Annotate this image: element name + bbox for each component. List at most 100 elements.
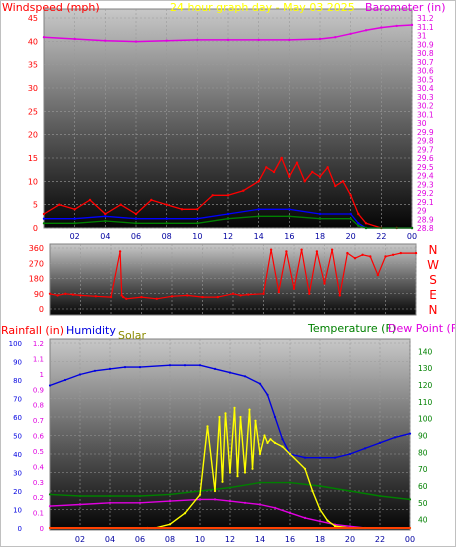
humidity-point <box>198 364 202 367</box>
barometer-point <box>349 32 352 35</box>
barometer-tick-label: 30.1 <box>417 110 434 119</box>
dewpoint-point <box>303 516 307 520</box>
direction-point <box>369 255 372 258</box>
barometer-point <box>364 29 368 32</box>
barometer-tick-label: 30.2 <box>417 102 434 111</box>
barometer-point <box>104 39 107 42</box>
solar-point <box>266 441 269 444</box>
rainfall-point <box>408 526 412 530</box>
panel3-x-tick-label: 10 <box>195 535 205 544</box>
direction-point <box>414 251 418 255</box>
gust-point <box>88 198 92 202</box>
panel1-left-axis: 0 5 10 15 20 25 30 35 40 45 <box>28 14 38 233</box>
green-point <box>288 215 291 218</box>
direction-point <box>170 295 174 298</box>
dewpoint-axis-title: Dew Point (F) <box>388 322 456 335</box>
direction-point <box>56 294 59 297</box>
panel3-x-tick-label: 22 <box>375 535 385 544</box>
direction-tick-label: 0 <box>39 305 44 314</box>
panel3-x-tick-label: 02 <box>75 535 85 544</box>
barometer-tick-label: 29.2 <box>417 189 434 198</box>
temperature-point <box>258 481 262 484</box>
barometer-tick-label: 29.4 <box>417 172 434 181</box>
green-point <box>134 222 138 225</box>
solar-point <box>218 415 221 419</box>
direction-point <box>399 251 402 255</box>
dewpoint-point <box>258 503 262 506</box>
solar-point <box>198 493 202 496</box>
panel1-x-tick-label: 18 <box>315 232 325 241</box>
avgwind-point <box>73 217 76 220</box>
gust-point <box>226 194 230 197</box>
barometer-point <box>395 24 398 28</box>
solar-point <box>251 467 254 470</box>
solar-point <box>183 512 187 515</box>
barometer-point <box>226 38 230 42</box>
rainfall-axis-title: Rainfall (in) <box>1 324 64 337</box>
humidity-tick-label: 20 <box>13 488 22 496</box>
direction-tick-label: 180 <box>29 275 44 284</box>
direction-point <box>391 253 395 256</box>
barometer-tick-label: 29.6 <box>417 154 434 163</box>
panel3-x-tick-label: 14 <box>255 535 265 544</box>
barometer-point <box>196 38 199 42</box>
rainfall-tick-label: 0.5 <box>33 448 44 456</box>
temperature-tick-label: 40 <box>418 516 428 525</box>
direction-tick-label: 270 <box>29 259 44 268</box>
direction-point <box>384 255 387 258</box>
barometer-tick-label: 31.1 <box>417 23 434 32</box>
avgwind-point <box>165 217 168 220</box>
humidity-point <box>93 369 97 372</box>
rainfall-tick-label: 1 <box>40 371 44 379</box>
green-point <box>318 217 322 220</box>
gust-point <box>257 180 260 183</box>
barometer-point <box>334 36 337 39</box>
dewpoint-point <box>108 501 112 504</box>
gust-point <box>196 208 199 211</box>
temperature-humidity-panel: 0 0.1 0.2 0.3 0.4 0.5 0.6 0.7 0.8 0.9 1 1.1 1.2 0 10 2… <box>1 322 456 544</box>
temperature-point <box>408 498 412 501</box>
direction-point <box>94 295 98 298</box>
barometer-point <box>410 23 414 27</box>
temperature-tick-label: 70 <box>418 465 428 474</box>
barometer-tick-label: 29.3 <box>417 180 434 189</box>
gust-point <box>364 222 368 225</box>
solar-point <box>303 467 307 470</box>
temperature-point <box>378 494 382 498</box>
solar-axis-title: Solar <box>118 329 147 342</box>
humidity-point <box>408 432 412 435</box>
barometer-tick-label: 30.8 <box>417 49 434 58</box>
direction-point <box>125 297 128 300</box>
direction-point <box>231 292 235 295</box>
panel1-series <box>42 23 414 230</box>
gust-point <box>58 203 61 206</box>
barometer-tick-label: 31.2 <box>417 14 434 23</box>
humidity-point <box>258 382 262 385</box>
solar-point <box>326 519 329 522</box>
panel1-x-axis: 02 04 06 08 10 12 14 16 18 20 22 00 <box>70 232 418 241</box>
windspeed-tick-label: 45 <box>28 14 38 23</box>
temperature-point <box>138 494 142 498</box>
temperature-axis-title: Temperature (F) <box>307 322 396 335</box>
gust-point <box>104 212 107 216</box>
barometer-point <box>165 39 168 42</box>
barometer-point <box>73 37 76 41</box>
humidity-point <box>378 441 382 444</box>
direction-point <box>376 273 380 277</box>
avgwind-point <box>318 212 322 216</box>
solar-point <box>243 471 247 474</box>
rainfall-tick-label: 1.1 <box>33 355 44 363</box>
green-point <box>42 222 46 225</box>
direction-point <box>361 253 364 256</box>
panel1-x-tick-label: 06 <box>131 232 141 241</box>
dewpoint-point <box>168 500 172 503</box>
humidity-point <box>63 378 67 382</box>
dewpoint-point <box>318 520 322 523</box>
temperature-tick-label: 130 <box>418 364 433 373</box>
windspeed-tick-label: 5 <box>33 201 38 210</box>
temperature-tick-label: 120 <box>418 381 433 390</box>
gust-line <box>43 157 412 229</box>
